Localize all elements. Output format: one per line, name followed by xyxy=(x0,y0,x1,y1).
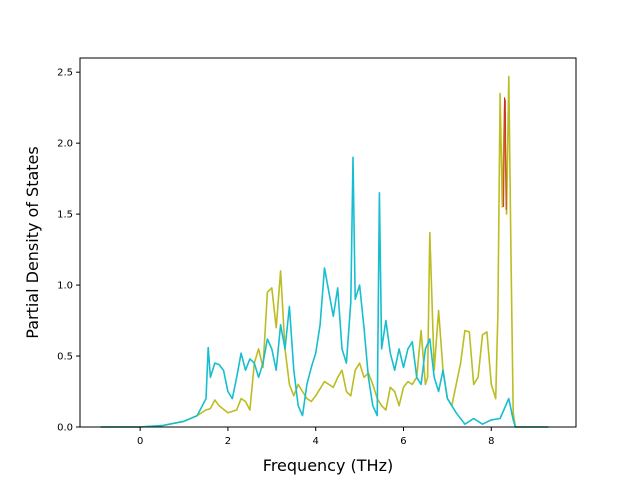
series-line-0 xyxy=(100,75,549,428)
x-tick-label: 4 xyxy=(313,436,319,447)
series-line-2 xyxy=(503,97,507,210)
x-axis-ticks: 0 2 4 6 8 xyxy=(137,427,494,447)
y-tick-label: 0.0 xyxy=(57,423,73,434)
x-tick-label: 0 xyxy=(137,436,143,447)
y-tick-label: 2.5 xyxy=(57,68,73,79)
x-tick-label: 6 xyxy=(400,436,406,447)
y-tick-label: 0.5 xyxy=(57,352,73,363)
x-axis-title: Frequency (THz) xyxy=(263,456,393,475)
y-axis-ticks: 0.0 0.5 1.0 1.5 2.0 2.5 xyxy=(57,68,80,434)
x-tick-label: 2 xyxy=(225,436,231,447)
x-tick-label: 8 xyxy=(488,436,494,447)
series-layer xyxy=(100,75,549,428)
y-tick-label: 1.0 xyxy=(57,281,73,292)
y-axis-title: Partial Density of States xyxy=(23,146,42,338)
y-tick-label: 2.0 xyxy=(57,139,73,150)
series-line-1 xyxy=(100,156,549,428)
plot-frame xyxy=(79,57,577,428)
y-tick-label: 1.5 xyxy=(57,210,73,221)
